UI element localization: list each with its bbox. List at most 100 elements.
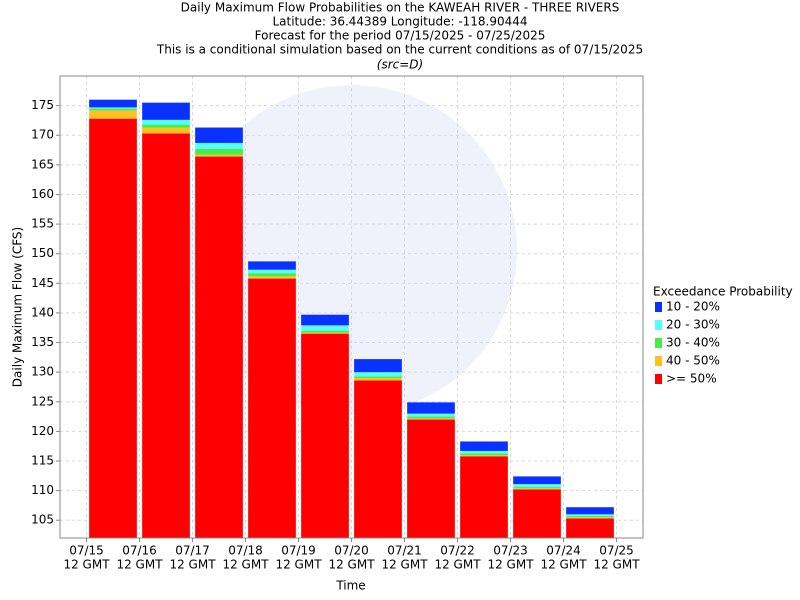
bar-segment [566, 516, 614, 518]
bar-segment [407, 402, 455, 414]
y-tick-label: 105 [31, 513, 54, 527]
chart-subtitle: (src=D) [377, 58, 423, 72]
x-tick-label: 12 GMT [169, 558, 216, 572]
bar-segment [566, 517, 614, 519]
legend-label: 20 - 30% [666, 318, 720, 332]
x-tick-label: 12 GMT [222, 558, 269, 572]
bar-segment [248, 276, 296, 279]
bar-segment [513, 476, 561, 485]
bar-segment [142, 119, 190, 125]
bar-segment [301, 332, 349, 334]
legend-swatch [655, 302, 662, 312]
chart-title: Forecast for the period 07/15/2025 - 07/… [255, 29, 546, 43]
bar-segment [195, 154, 243, 157]
content [60, 76, 643, 539]
bar-segment [195, 127, 243, 143]
x-tick-label: 07/25 [599, 544, 634, 558]
x-tick-label: 07/17 [175, 544, 210, 558]
x-tick-label: 07/18 [228, 544, 263, 558]
legend-title: Exceedance Probability [653, 285, 793, 299]
x-tick-label: 12 GMT [328, 558, 375, 572]
x-tick-label: 07/21 [387, 544, 422, 558]
y-tick-label: 160 [31, 187, 54, 201]
bar-segment [354, 378, 402, 381]
bar-segment [566, 518, 614, 538]
bar-segment [407, 419, 455, 538]
legend-swatch [655, 320, 662, 330]
bar-segment [301, 314, 349, 326]
y-tick-label: 175 [31, 98, 54, 112]
legend-label: 10 - 20% [666, 300, 720, 314]
x-axis-label: Time [335, 579, 365, 593]
y-tick-label: 120 [31, 424, 54, 438]
x-tick-label: 12 GMT [381, 558, 428, 572]
legend-swatch [655, 338, 662, 348]
bar-segment [513, 487, 561, 489]
bar-segment [407, 418, 455, 420]
bar-segment [460, 450, 508, 454]
bar-segment [460, 453, 508, 456]
y-tick-label: 115 [31, 454, 54, 468]
y-tick-label: 170 [31, 128, 54, 142]
y-tick-label: 165 [31, 157, 54, 171]
x-tick-label: 12 GMT [593, 558, 640, 572]
bar-segment [89, 110, 137, 119]
x-tick-label: 07/23 [493, 544, 528, 558]
legend-label: 40 - 50% [666, 354, 720, 368]
bar-segment [513, 489, 561, 538]
legend-label: >= 50% [666, 372, 717, 386]
bar-segment [89, 99, 137, 108]
x-tick-label: 12 GMT [487, 558, 534, 572]
bar-segment [248, 273, 296, 277]
x-tick-label: 07/20 [334, 544, 369, 558]
y-tick-label: 150 [31, 246, 54, 260]
y-tick-label: 155 [31, 217, 54, 231]
bar-segment [89, 118, 137, 539]
bar-segment [407, 416, 455, 419]
chart-title: Daily Maximum Flow Probabilities on the … [181, 1, 620, 15]
x-tick-label: 12 GMT [540, 558, 587, 572]
bar-segment [354, 380, 402, 538]
y-tick-label: 110 [31, 483, 54, 497]
x-tick-label: 07/15 [69, 544, 104, 558]
y-tick-label: 145 [31, 276, 54, 290]
chart-title: Latitude: 36.44389 Longitude: -118.90444 [272, 15, 527, 29]
y-axis-label: Daily Maximum Flow (CFS) [11, 227, 25, 387]
bar-segment [248, 261, 296, 270]
y-tick-label: 125 [31, 394, 54, 408]
bar-segment [301, 330, 349, 333]
legend-swatch [655, 374, 662, 384]
x-tick-label: 07/22 [440, 544, 475, 558]
bar-segment [460, 441, 508, 451]
bar-segment [566, 514, 614, 517]
chart-title: This is a conditional simulation based o… [156, 43, 643, 57]
x-tick-label: 12 GMT [434, 558, 481, 572]
bar-segment [354, 359, 402, 373]
x-tick-label: 12 GMT [116, 558, 163, 572]
bar-segment [301, 325, 349, 331]
bar-segment [142, 133, 190, 538]
bar-segment [513, 484, 561, 488]
x-tick-label: 12 GMT [63, 558, 110, 572]
x-tick-label: 12 GMT [275, 558, 322, 572]
y-tick-label: 140 [31, 305, 54, 319]
x-tick-label: 07/19 [281, 544, 316, 558]
x-tick-label: 07/24 [546, 544, 581, 558]
bar-segment [89, 108, 137, 111]
bar-segment [195, 148, 243, 155]
bar-segment [460, 455, 508, 457]
bar-segment [195, 156, 243, 539]
bar-segment [407, 413, 455, 417]
bar-segment [248, 269, 296, 274]
bar-segment [195, 142, 243, 149]
bar-segment [142, 127, 190, 134]
legend-label: 30 - 40% [666, 336, 720, 350]
bar-segment [513, 488, 561, 490]
bar-segment [566, 507, 614, 515]
bar-segment [354, 376, 402, 379]
x-tick-label: 07/16 [122, 544, 157, 558]
y-tick-label: 130 [31, 365, 54, 379]
bar-segment [142, 124, 190, 128]
bar-segment [142, 102, 190, 120]
